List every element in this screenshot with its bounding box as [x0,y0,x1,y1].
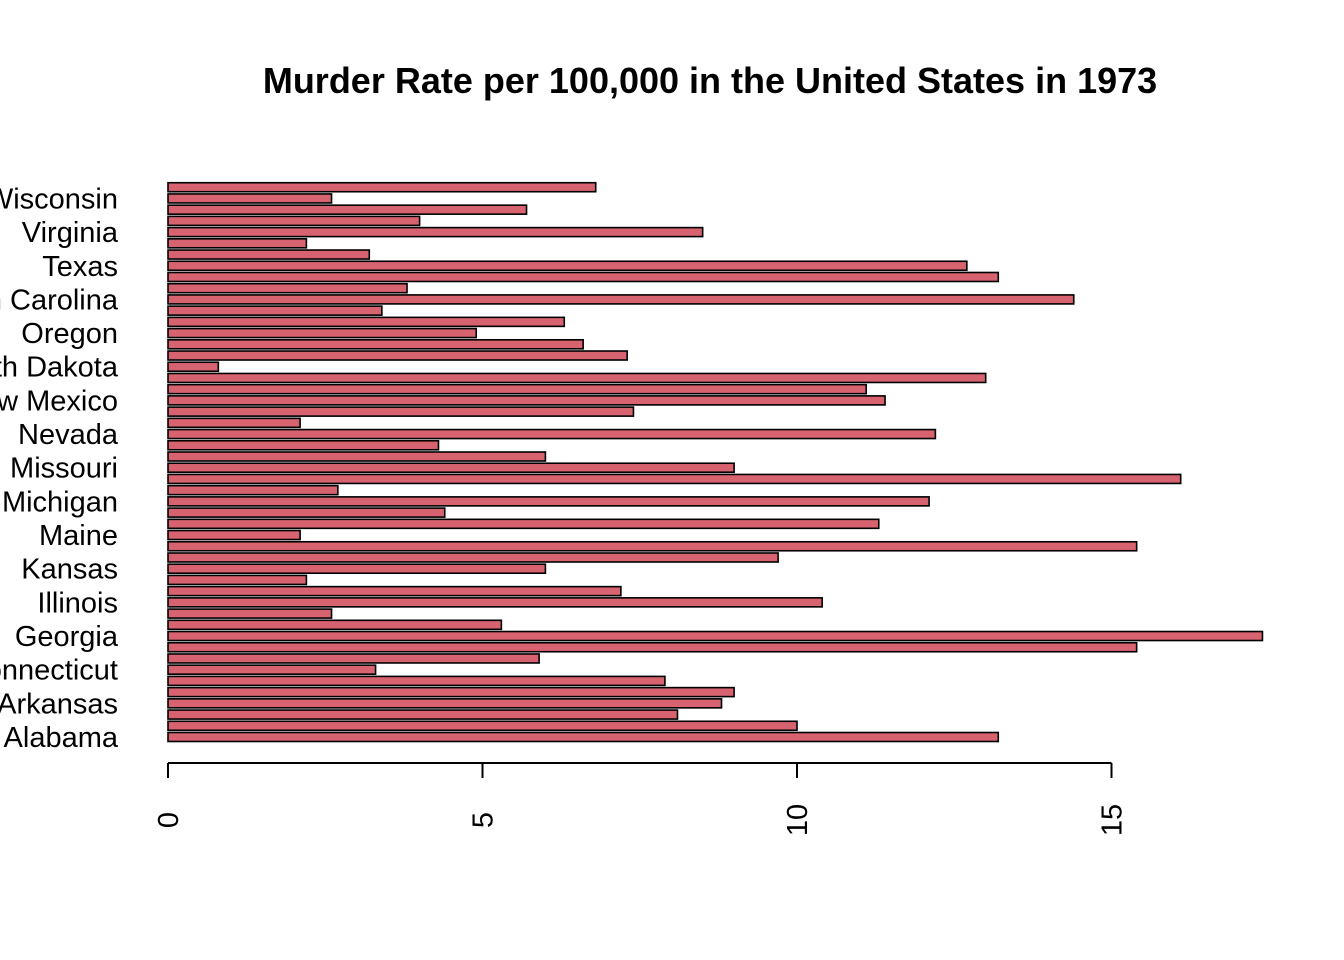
category-label: Wisconsin [0,183,118,215]
category-label: Illinois [37,587,118,619]
bar-west-virginia [167,204,528,215]
bars-layer [167,181,1264,743]
category-label: New Mexico [0,385,118,417]
bar-utah [167,249,371,260]
category-label: Virginia [22,217,119,249]
category-label: Texas [42,251,118,283]
bar-missouri [167,462,735,474]
bar-oregon [167,327,478,339]
bar-new-jersey [167,406,635,417]
bar-oklahoma [167,338,584,350]
x-tick-label: 10 [782,804,814,836]
bar-wisconsin [167,193,333,204]
bar-wyoming [167,181,597,193]
bar-texas [167,260,968,272]
x-tick-label: 0 [153,812,185,828]
category-label: South Carolina [0,284,119,316]
bar-mississippi [167,473,1182,485]
bar-nevada [167,428,937,440]
bar-ohio [167,350,628,361]
category-label: Michigan [2,486,118,518]
bar-colorado [167,675,666,687]
category-label: North Dakota [0,352,119,384]
category-labels: AlabamaArkansasConnecticutGeorgiaIllinoi… [0,183,119,754]
bar-delaware [167,653,540,664]
bar-hawaii [167,619,503,631]
bar-idaho [167,608,333,619]
bar-georgia [167,630,1264,642]
bar-indiana [167,585,622,597]
bar-iowa [167,574,308,586]
category-label: Alabama [4,722,119,754]
category-label: Oregon [21,318,118,350]
bar-nebraska [167,439,440,451]
bar-washington [167,215,421,227]
category-label: Connecticut [0,655,118,687]
category-label: Maine [39,520,118,552]
bar-montana [167,451,547,462]
bar-virginia [167,226,704,238]
bar-vermont [167,238,308,249]
bar-massachusetts [167,507,446,518]
x-tick-label: 5 [468,812,500,828]
x-tick-label: 15 [1097,804,1129,836]
bar-rhode-island [167,305,383,316]
bar-alabama [167,731,1000,743]
category-label: Arkansas [0,688,118,720]
bar-new-mexico [167,395,886,406]
bar-south-dakota [167,282,408,294]
bar-kentucky [167,552,779,563]
bar-arizona [167,709,679,720]
bar-new-york [167,383,867,395]
bar-north-dakota [167,361,220,373]
bar-north-carolina [167,372,987,384]
bar-illinois [167,597,823,608]
bar-louisiana [167,540,1138,552]
chart-title: Murder Rate per 100,000 in the United St… [263,60,1157,101]
bar-tennessee [167,271,1000,283]
bar-florida [167,641,1138,653]
bar-maryland [167,518,880,530]
bar-new-hampshire [167,417,301,429]
category-label: Kansas [21,554,118,586]
bar-california [167,686,735,698]
x-axis: 0 5 10 15 [153,762,1129,836]
bar-maine [167,529,301,541]
category-label: Missouri [10,453,118,485]
bar-alaska [167,720,798,732]
bar-arkansas [167,698,723,709]
category-label: Nevada [18,419,119,451]
category-label: Georgia [15,621,119,653]
bar-south-carolina [167,294,1075,305]
bar-connecticut [167,664,377,675]
bar-minnesota [167,484,339,496]
bar-michigan [167,496,930,507]
bar-kansas [167,563,547,575]
bar-pennsylvania [167,316,566,328]
